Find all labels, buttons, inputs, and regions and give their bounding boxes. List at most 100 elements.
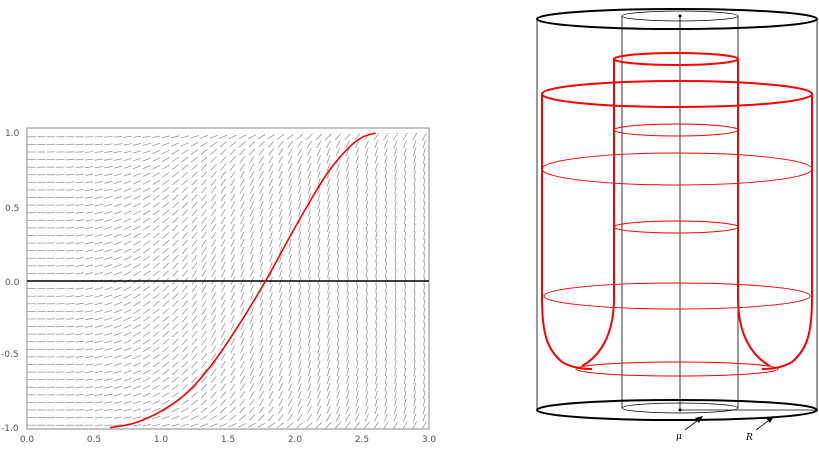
slope-dash	[200, 376, 208, 384]
slope-dash	[211, 322, 217, 331]
slope-dash	[384, 193, 388, 202]
slope-dash	[142, 187, 151, 193]
slope-dash	[259, 391, 264, 399]
slope-dash	[249, 239, 254, 248]
slope-dash	[75, 287, 84, 290]
slope-dash	[152, 308, 160, 315]
slope-dash	[240, 330, 245, 339]
slope-dash	[336, 261, 340, 270]
slope-dash	[84, 151, 94, 153]
slope-dash	[375, 367, 378, 377]
slope-dash	[200, 156, 208, 163]
slope-dash	[133, 392, 142, 397]
slope-dash	[75, 173, 84, 176]
slope-dash	[133, 248, 141, 254]
slope-dash	[85, 333, 94, 336]
slope-dash	[346, 360, 349, 369]
slope-dash	[219, 141, 227, 148]
slope-dash	[238, 134, 247, 140]
slope-dash	[345, 147, 350, 157]
slope-dash	[278, 170, 283, 179]
slope-dash	[172, 353, 179, 361]
slope-dash	[288, 284, 292, 293]
slope-dash	[404, 314, 407, 324]
solution-curve	[109, 132, 376, 429]
slope-dash	[259, 185, 264, 194]
slope-dash	[65, 174, 75, 176]
slope-dash	[269, 223, 273, 232]
slope-dash	[211, 262, 217, 270]
slope-dash	[384, 200, 388, 210]
slope-dash	[278, 390, 283, 399]
slope-dash	[191, 384, 198, 391]
slope-dash	[307, 148, 312, 156]
slope-dash	[172, 201, 179, 209]
slope-dash	[191, 209, 198, 217]
slope-dash	[423, 383, 426, 392]
slope-dash	[403, 413, 407, 422]
slope-dash	[375, 170, 378, 179]
slope-dash	[259, 261, 264, 270]
slope-dash	[94, 143, 104, 146]
slope-dash	[375, 307, 378, 316]
slope-dash	[211, 224, 217, 232]
slope-dash	[287, 140, 294, 148]
slope-dash	[65, 325, 75, 328]
slope-dash	[94, 325, 103, 328]
outer-surface-profile	[541, 94, 813, 370]
slope-dash	[191, 231, 198, 240]
slope-dash	[317, 352, 321, 362]
slope-dash	[104, 409, 113, 412]
slope-dash	[394, 238, 397, 248]
slope-dash	[336, 254, 340, 263]
slope-dash	[219, 134, 228, 139]
slope-dash	[365, 284, 368, 293]
slope-dash	[94, 302, 103, 306]
slope-dash	[56, 295, 65, 297]
slope-dash	[394, 345, 397, 354]
slope-dash	[326, 170, 331, 179]
slope-dash	[316, 406, 322, 414]
slope-dash	[219, 423, 228, 428]
slope-dash	[336, 329, 340, 339]
slope-dash	[373, 421, 380, 429]
slope-dash	[423, 284, 426, 293]
slope-dash	[307, 390, 312, 399]
slope-dash	[298, 307, 302, 316]
slope-dash	[394, 163, 397, 172]
slope-dash	[113, 158, 123, 161]
slope-dash	[240, 208, 245, 217]
slope-dash	[307, 155, 312, 164]
slope-dash	[113, 355, 123, 359]
slope-dash	[423, 208, 426, 217]
slope-dash	[365, 360, 369, 369]
slope-dash	[152, 354, 160, 360]
slope-dash	[240, 246, 245, 255]
slope-dash	[297, 148, 303, 156]
slope-dash	[191, 307, 198, 315]
slope-dash	[94, 234, 103, 237]
slope-dash	[404, 269, 407, 278]
slope-dash	[230, 284, 235, 293]
slope-dash	[394, 284, 397, 293]
slope-dash	[85, 378, 94, 381]
slope-dash	[123, 408, 132, 412]
slope-dash	[230, 360, 236, 369]
slope-dash	[220, 375, 226, 384]
slope-dash	[220, 254, 226, 263]
slope-dash	[384, 291, 387, 301]
slope-dash	[133, 210, 141, 216]
slope-dash	[356, 238, 359, 248]
slope-dash	[384, 140, 388, 149]
slope-dash	[327, 329, 330, 339]
slope-dash	[394, 216, 397, 225]
slope-dash	[336, 345, 340, 354]
slope-dash	[269, 299, 273, 308]
slope-dash	[346, 383, 350, 392]
slope-dash	[230, 216, 236, 225]
slope-dash	[259, 223, 264, 232]
slope-dash	[201, 338, 207, 346]
slope-dash	[123, 263, 132, 269]
slope-dash	[123, 331, 132, 337]
slope-dash	[94, 348, 103, 351]
